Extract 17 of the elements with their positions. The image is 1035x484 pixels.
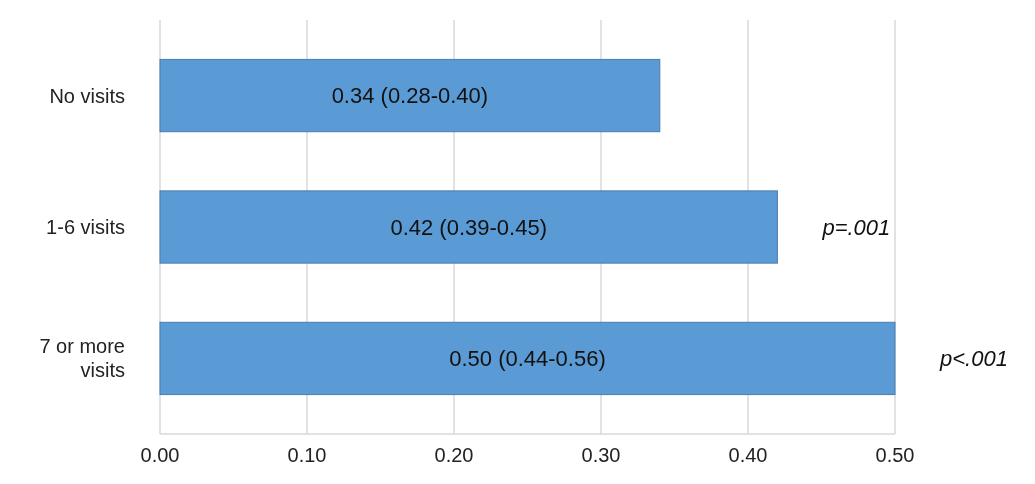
x-tick-label: 0.20: [434, 444, 474, 466]
data-label: 0.34 (0.28-0.40): [331, 83, 489, 109]
y-tick-label: 1-6 visits: [46, 216, 125, 238]
x-tick-label: 0.50: [875, 444, 915, 466]
bar: [159, 321, 896, 396]
data-label: 0.42 (0.39-0.45): [390, 214, 547, 240]
y-tick-label: No visits: [49, 84, 125, 107]
annotation: p=.001: [821, 214, 891, 240]
y-tick-label: 7 or more visits: [39, 335, 125, 382]
x-tick-label: 0.40: [728, 444, 768, 466]
bar: [159, 190, 778, 264]
annotation: p<.001: [939, 346, 1008, 372]
bar: [159, 58, 661, 133]
x-tick-label: 0.30: [581, 444, 621, 466]
x-tick-label: 0.00: [140, 444, 180, 466]
x-tick-label: 0.10: [287, 444, 327, 466]
data-label: 0.50 (0.44-0.56): [449, 346, 606, 372]
